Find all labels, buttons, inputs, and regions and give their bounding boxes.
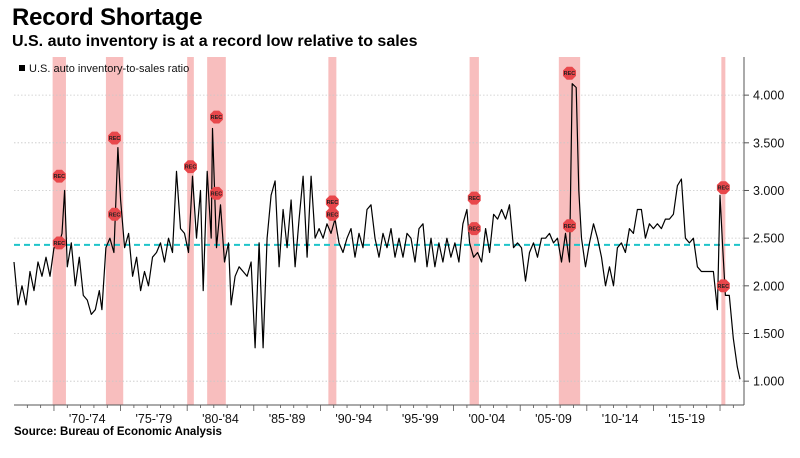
recession-marker-label: REC [211, 115, 223, 121]
recession-marker[interactable]: REC [108, 131, 121, 145]
recession-marker-badge [325, 195, 339, 209]
recession-band-5 [328, 57, 337, 405]
recession-marker-label: REC [564, 71, 576, 77]
x-tick-labels: '70-'74 '75-'79 '80-'84 '85-'89 '90-'94 '95-'… [69, 412, 705, 426]
x-tick-label-9: '15-'19 [668, 412, 705, 426]
recession-marker-badge [210, 186, 223, 200]
recession-marker[interactable]: REC [467, 222, 481, 236]
recession-marker-label: REC [468, 227, 480, 233]
recession-marker-badge [467, 191, 481, 205]
recession-marker[interactable]: REC [210, 186, 223, 200]
recession-marker[interactable]: REC [325, 207, 339, 221]
x-tick-label-6: '00-'04 [469, 412, 506, 426]
legend-entry: U.S. auto inventory-to-sales ratio [29, 63, 189, 75]
recession-marker-badge [467, 222, 481, 236]
recession-marker-badge [52, 169, 66, 183]
recession-marker-label: REC [327, 212, 339, 218]
recession-band-3 [187, 57, 194, 405]
legend-swatch [19, 65, 25, 71]
x-tick-label-5: '95-'99 [402, 412, 439, 426]
x-tick-label-7: '05-'09 [535, 412, 572, 426]
recession-marker-label: REC [109, 212, 121, 218]
y-tick-label-1: 1.500 [753, 327, 784, 341]
recession-marker[interactable]: REC [210, 110, 223, 124]
recession-marker[interactable]: REC [52, 169, 66, 183]
recession-marker-badge [210, 110, 223, 124]
y-tick-label-3: 2.500 [753, 232, 784, 246]
y-tick-label-4: 3.000 [753, 184, 784, 198]
recession-marker[interactable]: REC [52, 236, 66, 250]
y-tick-label-6: 4.000 [753, 89, 784, 103]
recession-marker[interactable]: REC [184, 160, 197, 174]
recession-marker-badge [716, 279, 730, 293]
x-tick-label-3: '85-'89 [269, 412, 306, 426]
recession-marker-label: REC [53, 241, 65, 247]
recession-marker-label: REC [327, 200, 339, 206]
recession-marker-badge [563, 219, 576, 233]
recession-band-1 [52, 57, 66, 405]
y-tick-label-5: 3.500 [753, 136, 784, 150]
x-tick-label-4: '90-'94 [335, 412, 372, 426]
recession-marker[interactable]: REC [716, 279, 730, 293]
recession-marker-badge [325, 207, 339, 221]
chart-title: Record Shortage [12, 4, 203, 31]
recession-marker-label: REC [718, 284, 730, 290]
chart-subtitle: U.S. auto inventory is at a record low r… [12, 33, 418, 50]
gridlines [14, 94, 744, 382]
x-tick-label-2: '80-'84 [202, 412, 239, 426]
x-tick-label-0: '70-'74 [69, 412, 106, 426]
axes [14, 57, 745, 411]
recession-marker[interactable]: REC [716, 181, 730, 195]
y-tick-label-2: 2.000 [753, 279, 784, 293]
y-tick-label-0: 1.000 [753, 375, 784, 389]
recession-marker-label: REC [211, 191, 223, 197]
recession-marker[interactable]: REC [108, 207, 121, 221]
series-line-inventory-to-sales [13, 83, 741, 380]
recession-marker[interactable]: REC [325, 195, 339, 209]
recession-marker-badge [184, 160, 197, 174]
recession-markers: REC REC REC REC REC REC REC REC REC REC REC REC REC R… [52, 66, 730, 293]
recession-marker-label: REC [468, 196, 480, 202]
recession-marker[interactable]: REC [563, 219, 576, 233]
recession-marker-label: REC [718, 186, 730, 192]
recession-band-8 [721, 57, 726, 405]
recession-marker-badge [108, 131, 121, 145]
y-tick-labels: 1.000 1.500 2.000 2.500 3.000 3.500 4.000 [744, 89, 784, 389]
recession-marker-badge [108, 207, 121, 221]
recession-marker-badge [563, 66, 576, 80]
recession-marker-label: REC [564, 224, 576, 230]
recession-marker[interactable]: REC [563, 66, 576, 80]
recession-marker-label: REC [185, 165, 197, 171]
recession-marker-badge [716, 181, 730, 195]
recession-marker-badge [52, 236, 66, 250]
recession-marker-label: REC [109, 136, 121, 142]
recession-marker-label: REC [53, 174, 65, 180]
source-note: Source: Bureau of Economic Analysis [14, 426, 222, 438]
recession-marker[interactable]: REC [467, 191, 481, 205]
legend: U.S. auto inventory-to-sales ratio [19, 63, 189, 75]
recession-bands [52, 57, 726, 405]
x-tick-label-1: '75-'79 [135, 412, 172, 426]
x-tick-label-8: '10-'14 [602, 412, 639, 426]
